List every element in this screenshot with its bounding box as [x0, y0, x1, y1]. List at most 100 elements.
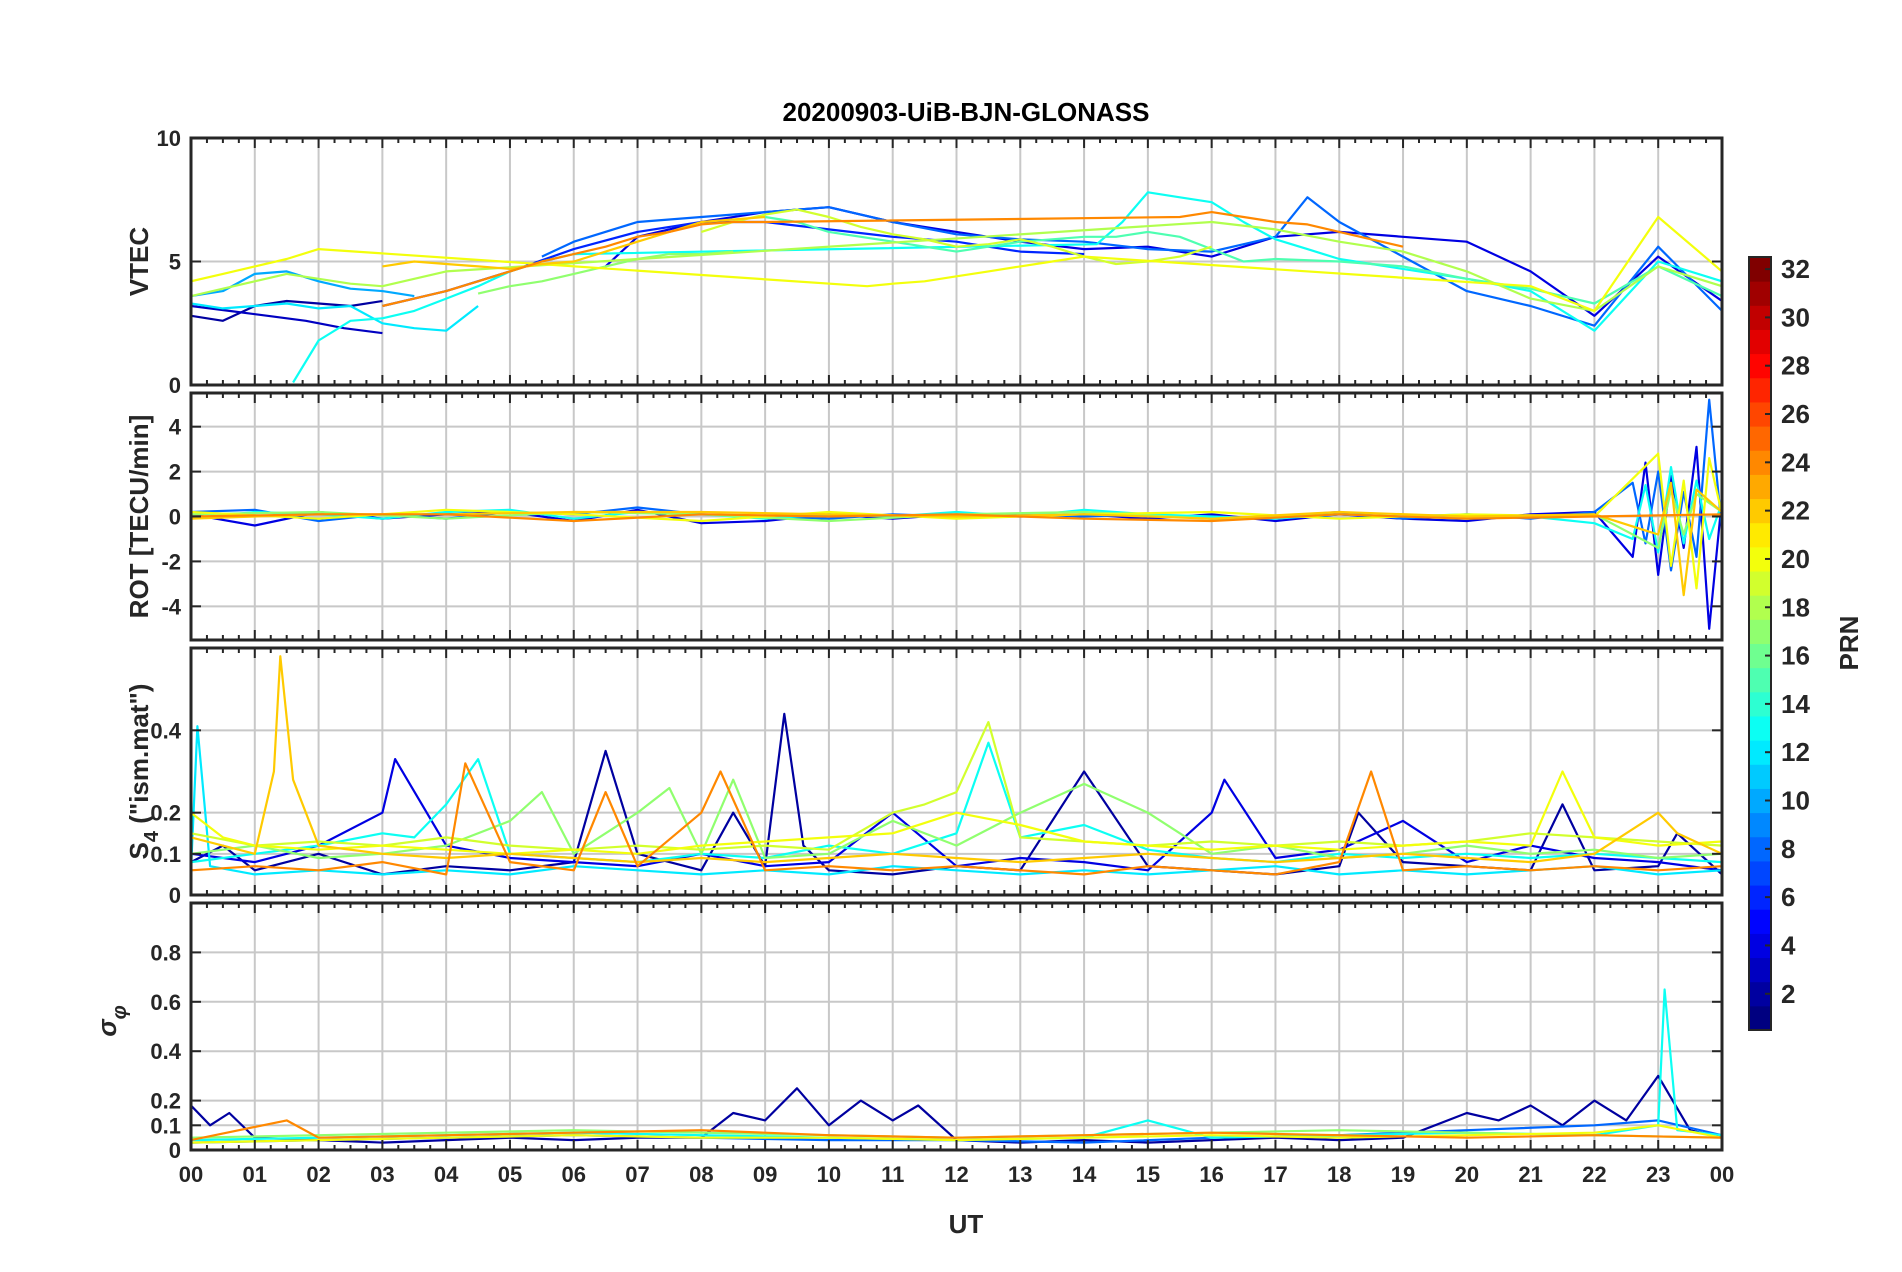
series-line-prn-24	[382, 211, 1404, 308]
series-line-prn-3	[191, 304, 383, 335]
colorbar-tick-label: 22	[1781, 496, 1810, 526]
y-tick-label: -4	[161, 594, 181, 619]
colorbar-tick-label: 2	[1781, 979, 1795, 1009]
colorbar-swatch-31	[1749, 281, 1771, 306]
series-line-prn-17	[191, 778, 1722, 860]
colorbar-swatch-20	[1749, 546, 1771, 572]
x-tick-label: 00	[1710, 1162, 1734, 1187]
colorbar-tick-label: 20	[1781, 544, 1810, 574]
colorbar-swatch-19	[1749, 571, 1771, 596]
colorbar-tick-label: 6	[1781, 882, 1795, 912]
series-line-prn-18	[191, 220, 1722, 312]
series-line-prn-17	[477, 250, 734, 295]
series-line-prn-20	[191, 1124, 1722, 1144]
series-line-prn-2	[191, 1074, 1722, 1144]
colorbar-swatch-17	[1749, 619, 1771, 644]
colorbar-swatch-25	[1749, 426, 1771, 451]
colorbar-swatch-10	[1749, 788, 1771, 814]
y-tick-label: 0.2	[150, 801, 181, 826]
panel-sigma_phi: 00.10.2 0.4 0.6 0.8 00 01 02 03 04 05 06 07 08 09 10 11…	[92, 901, 1734, 1187]
y-tick-label: 10	[157, 126, 181, 151]
colorbar-swatch-2	[1749, 981, 1771, 1007]
series-line-prn-20	[191, 770, 1722, 855]
y-tick-label: -2	[161, 549, 181, 574]
x-tick-label: 13	[1008, 1162, 1032, 1187]
y-tick-label: 0	[169, 373, 181, 398]
colorbar-swatch-1	[1749, 1005, 1771, 1031]
y-tick-label: 0.1	[150, 842, 181, 867]
x-tick-label: 01	[243, 1162, 267, 1187]
y-axis-label-sigma_phi: σφ	[92, 1005, 131, 1036]
x-tick-label: 04	[434, 1162, 459, 1187]
colorbar-swatch-14	[1749, 691, 1771, 717]
x-tick-label: 08	[689, 1162, 713, 1187]
colorbar-swatch-23	[1749, 474, 1771, 500]
colorbar-swatch-27	[1749, 377, 1771, 403]
colorbar-tick-label: 12	[1781, 737, 1810, 767]
colorbar-tick-label: 10	[1781, 786, 1810, 816]
series-line-prn-22	[191, 655, 1722, 864]
x-tick-label: 23	[1646, 1162, 1670, 1187]
colorbar-tick-label: 4	[1781, 930, 1796, 960]
y-axis-label-vtec: VTEC	[124, 227, 154, 297]
colorbar-swatch-16	[1749, 643, 1771, 669]
y-tick-label: 0.8	[150, 940, 181, 965]
colorbar-swatch-24	[1749, 450, 1771, 475]
series-line-prn-24	[191, 762, 1722, 876]
panel-s4: 0 0.1 0.2 0.4S4 ("ism.mat")	[124, 646, 1724, 908]
colorbar-swatch-8	[1749, 836, 1771, 862]
x-tick-label: 07	[625, 1162, 649, 1187]
series-line-prn-8	[541, 196, 1722, 327]
y-tick-label: 0.1	[150, 1113, 181, 1138]
x-tick-label: 16	[1199, 1162, 1223, 1187]
x-tick-label: 09	[753, 1162, 777, 1187]
colorbar-swatch-18	[1749, 595, 1771, 620]
colorbar-swatch-26	[1749, 401, 1771, 427]
colorbar-tick-label: 26	[1781, 399, 1810, 429]
panel-vtec: 0 5 10 VTEC	[124, 126, 1724, 398]
colorbar-swatch-5	[1749, 909, 1771, 934]
x-tick-label: 22	[1582, 1162, 1606, 1187]
colorbar-frame	[1748, 256, 1772, 1031]
x-tick-label: 03	[370, 1162, 394, 1187]
x-axis-label: UT	[949, 1209, 984, 1239]
colorbar-swatch-9	[1749, 812, 1771, 838]
colorbar-swatch-11	[1749, 764, 1771, 789]
colorbar-tick-label: 8	[1781, 834, 1795, 864]
x-tick-label: 20	[1455, 1162, 1479, 1187]
colorbar-swatch-28	[1749, 353, 1771, 379]
panel-rot: -4 -2 0 2 4 ROT [TECU/min]	[124, 391, 1724, 642]
x-tick-label: 12	[944, 1162, 968, 1187]
y-axis-label-s4: S4 ("ism.mat")	[124, 684, 163, 860]
colorbar-swatch-29	[1749, 329, 1771, 355]
series-group-s4	[191, 655, 1722, 876]
y-tick-label: 4	[169, 415, 182, 440]
figure-title: 20200903-UiB-BJN-GLONASS	[782, 97, 1149, 127]
colorbar-swatch-30	[1749, 305, 1771, 330]
x-tick-label: 11	[881, 1162, 904, 1187]
series-line-prn-22	[382, 215, 766, 270]
x-tick-label: 21	[1518, 1162, 1542, 1187]
colorbar-tick-label: 16	[1781, 641, 1810, 671]
x-tick-label: 02	[306, 1162, 330, 1187]
colorbar-swatch-6	[1749, 885, 1771, 910]
series-line-prn-19	[700, 208, 1213, 266]
x-tick-label: 17	[1263, 1162, 1287, 1187]
x-tick-label: 14	[1072, 1162, 1097, 1187]
colorbar-label: PRN	[1834, 616, 1864, 671]
x-tick-label: 00	[179, 1162, 203, 1187]
colorbar-swatch-22	[1749, 498, 1771, 524]
series-line-prn-12	[191, 302, 479, 332]
series-group-vtec	[191, 191, 1722, 384]
x-tick-label: 18	[1327, 1162, 1351, 1187]
y-tick-label: 0.4	[150, 1039, 181, 1064]
colorbar-swatch-3	[1749, 957, 1771, 983]
series-line-prn-24	[191, 513, 1722, 523]
y-tick-label: 0	[169, 883, 181, 908]
colorbar-tick-label: 30	[1781, 302, 1810, 332]
colorbar-tick-label: 24	[1781, 447, 1810, 477]
